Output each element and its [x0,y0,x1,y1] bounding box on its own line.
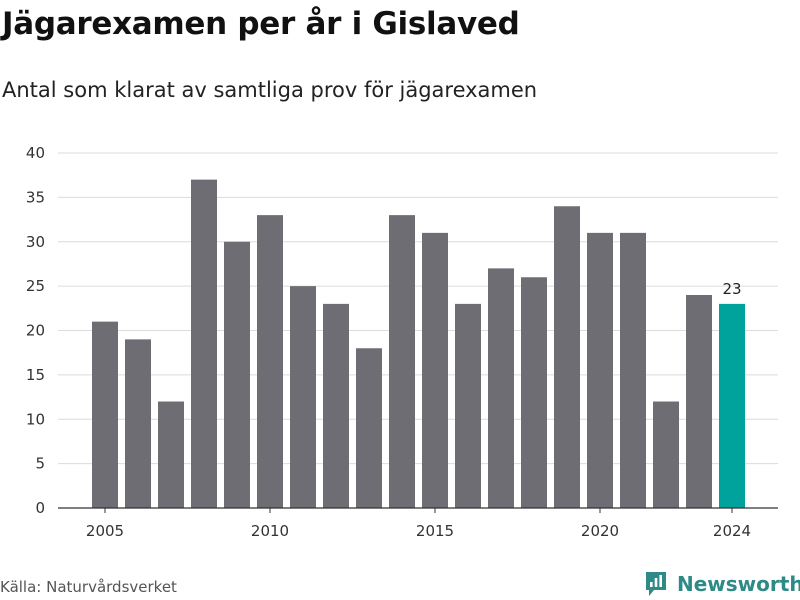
bar-2007 [158,401,184,508]
y-tick-label-35: 35 [26,188,45,206]
y-tick-label-25: 25 [26,277,45,295]
brand-name: Newsworthy [677,572,800,596]
bar-2015 [422,232,448,508]
y-axis-ticks: 0 5 10 15 20 25 30 35 40 [26,144,45,517]
bar-chart-badge-icon [646,572,666,596]
bar-2006 [125,339,151,508]
x-axis-ticks: 2005 2010 2015 2020 2024 [86,508,751,540]
bar-2020 [587,232,613,508]
bar-2012 [323,303,349,508]
brand-logo: Newsworthy [644,570,800,598]
y-tick-label-10: 10 [26,410,45,428]
grid-lines [58,152,778,465]
bar-2011 [290,286,316,508]
y-tick-label-5: 5 [35,455,45,473]
x-tick-label-2020: 2020 [581,522,619,540]
y-tick-label-40: 40 [26,144,45,162]
bar-2022 [653,401,679,508]
bar-2023 [686,295,712,508]
y-tick-label-20: 20 [26,322,45,340]
bar-2013 [356,348,382,508]
bar-2024 [719,303,745,508]
x-tick-label-2024: 2024 [713,522,751,540]
bar-2021 [620,232,646,508]
chart-subtitle: Antal som klarat av samtliga prov för jä… [2,78,538,102]
bar-2016 [455,303,481,508]
y-tick-label-30: 30 [26,233,45,251]
y-tick-label-15: 15 [26,366,45,384]
x-tick-label-2005: 2005 [86,522,124,540]
y-tick-label-0: 0 [35,499,45,517]
source-note: Källa: Naturvårdsverket [0,578,177,596]
x-tick-label-2010: 2010 [251,522,289,540]
chart-title: Jägarexamen per år i Gislaved [2,6,520,42]
x-tick-label-2015: 2015 [416,522,454,540]
data-label-2024: 23 [722,280,741,298]
data-labels: 23 [722,280,741,298]
bar-2009 [224,241,250,508]
bar-2018 [521,277,547,508]
bar-2014 [389,215,415,508]
bar-chart: 0 5 10 15 20 25 30 35 40 2005 2010 2015 2020 2024 23 [26,144,778,540]
bar-2008 [191,179,217,508]
bar-2019 [554,206,580,508]
bar-2010 [257,215,283,508]
bars [92,179,745,508]
bar-2005 [92,321,118,508]
bar-2017 [488,268,514,508]
